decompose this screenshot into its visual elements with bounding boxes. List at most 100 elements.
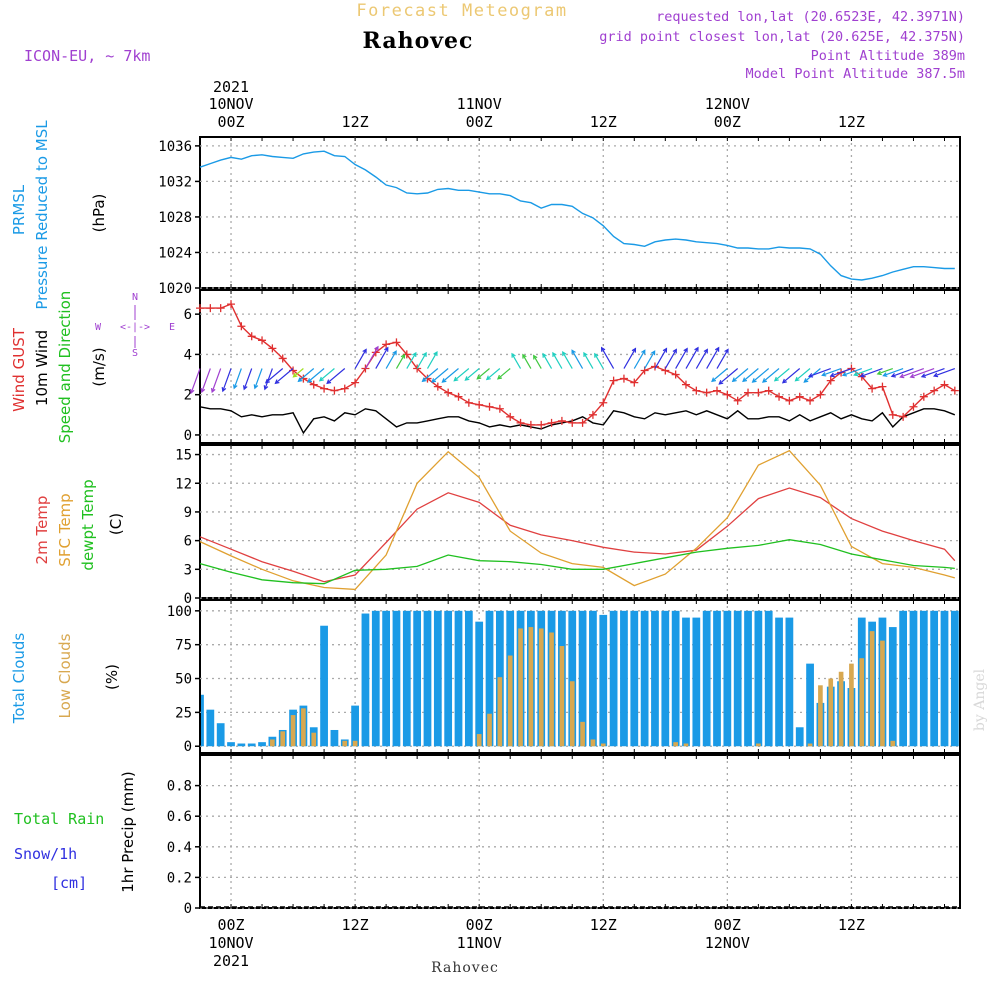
gust-marker: [702, 388, 711, 397]
y-tick-label: 50: [175, 672, 192, 688]
wind-direction-arrow: [695, 348, 708, 369]
compass-north: N: [132, 292, 138, 303]
y-tick-label: 4: [184, 347, 192, 363]
wind-direction-arrow: [633, 349, 646, 369]
total-cloud-bar: [620, 610, 628, 747]
gust-marker: [227, 300, 236, 309]
total-rain-label: Total Rain: [14, 810, 104, 828]
sfc-temp-label: SFC Temp: [56, 493, 74, 566]
wind-direction-arrow: [583, 351, 594, 369]
snow-label: Snow/1h: [14, 845, 77, 863]
grid-point-coords: grid point closest lon,lat (20.625E, 42.…: [599, 29, 965, 45]
gust-marker: [278, 354, 287, 363]
pressure-unit: (hPa): [90, 194, 108, 233]
low-cloud-bar: [600, 743, 606, 747]
low-cloud-bar: [352, 740, 358, 747]
total-cloud-bar: [237, 743, 246, 747]
y-tick-label: 1032: [158, 174, 192, 190]
low-cloud-bar: [507, 655, 513, 747]
total-cloud-bar: [630, 610, 639, 747]
gust-marker: [888, 410, 897, 419]
gust-marker: [609, 376, 618, 385]
low-cloud-bar: [880, 640, 885, 747]
gust-marker: [630, 378, 639, 387]
total-cloud-bar: [402, 610, 411, 747]
wind-direction-arrow: [794, 368, 811, 382]
temp-unit: (C): [107, 513, 125, 535]
wind-direction-arrow: [571, 349, 584, 369]
total-cloud-bar: [950, 610, 959, 747]
total-cloud-bar: [609, 610, 618, 747]
total-cloud-bar: [909, 610, 918, 747]
wind-direction-arrow: [882, 367, 904, 377]
total-cloud-bar: [930, 610, 939, 747]
low-cloud-bar: [838, 671, 844, 747]
dewpt-line: [199, 539, 955, 585]
total-cloud-bar: [201, 694, 204, 747]
wind-speed-line: [199, 406, 956, 435]
bottom-time-label: 00Z: [714, 916, 741, 934]
total-cloud-bar: [392, 610, 401, 747]
low-cloud-bar: [559, 646, 565, 747]
gust-marker: [330, 386, 339, 395]
y-tick-label: 0: [184, 591, 192, 607]
gust-marker: [919, 392, 928, 401]
wind-10m-label: 10m Wind: [33, 330, 51, 406]
model-point-altitude: Model Point Altitude 387.5m: [746, 66, 965, 82]
low-cloud-bar: [311, 732, 317, 747]
wind-direction-arrow: [354, 348, 367, 369]
low-cloud-bar: [890, 740, 896, 747]
wind-direction-arrow: [781, 368, 801, 384]
gust-marker: [454, 392, 463, 401]
top-time-label: 12Z: [838, 113, 865, 131]
top-time-label: 12Z: [590, 113, 617, 131]
y-tick-label: 2: [184, 388, 192, 404]
total-cloud-bar: [454, 610, 463, 747]
low-cloud-bar: [683, 743, 689, 747]
wind-direction-arrow: [623, 347, 637, 369]
side-labels: PRMSL Pressure Reduced to MSL (hPa) Wind GU…: [10, 120, 137, 893]
wind-direction-arrow: [731, 368, 749, 383]
total-cloud-bar: [206, 709, 215, 747]
gust-marker: [444, 388, 453, 397]
low-cloud-bar: [580, 721, 585, 747]
wind-direction-arrow: [485, 368, 501, 381]
total-cloud-bar: [640, 610, 649, 747]
sfc-temp-line: [199, 449, 955, 591]
wind-direction-arrow: [821, 367, 842, 377]
wind-direction-arrow: [375, 346, 389, 369]
total-cloud-bar: [320, 625, 328, 747]
low-cloud-bar: [528, 627, 534, 747]
model-label: ICON-EU, ~ 7km: [24, 47, 150, 65]
gust-marker: [826, 376, 835, 385]
low-cloud-bar: [487, 713, 492, 747]
pressure-panel: 1020 1024 1028 1032 1036: [158, 136, 961, 297]
wind-direction-arrow: [675, 347, 688, 369]
low-cloud-bar: [590, 739, 596, 747]
total-cloud-bar: [899, 610, 908, 747]
wind-direction-arrow: [920, 367, 945, 378]
gust-marker: [547, 418, 556, 427]
low-cloud-bar: [270, 739, 275, 747]
wind-direction-arrow: [421, 368, 439, 383]
compass-west: W: [95, 322, 102, 333]
gust-marker: [847, 364, 856, 373]
total-cloud-bar: [382, 610, 390, 747]
y-tick-label: 0: [184, 739, 192, 755]
total-cloud-bar: [423, 610, 432, 747]
wind-direction-arrow: [511, 352, 522, 369]
gust-marker: [340, 384, 349, 393]
gust-marker: [878, 382, 887, 391]
wind-compass: N S W E <-|->: [95, 292, 175, 359]
pressure-line: [199, 150, 955, 281]
low-cloud-bar: [859, 658, 865, 747]
y-tick-label: 1028: [158, 210, 192, 226]
chart-title: Forecast Meteogram: [356, 1, 567, 21]
wind-direction-arrow: [664, 348, 677, 369]
wind-direction-arrow: [685, 346, 699, 369]
wind-direction-arrow: [297, 368, 315, 383]
wind-direction-arrow: [292, 368, 304, 378]
